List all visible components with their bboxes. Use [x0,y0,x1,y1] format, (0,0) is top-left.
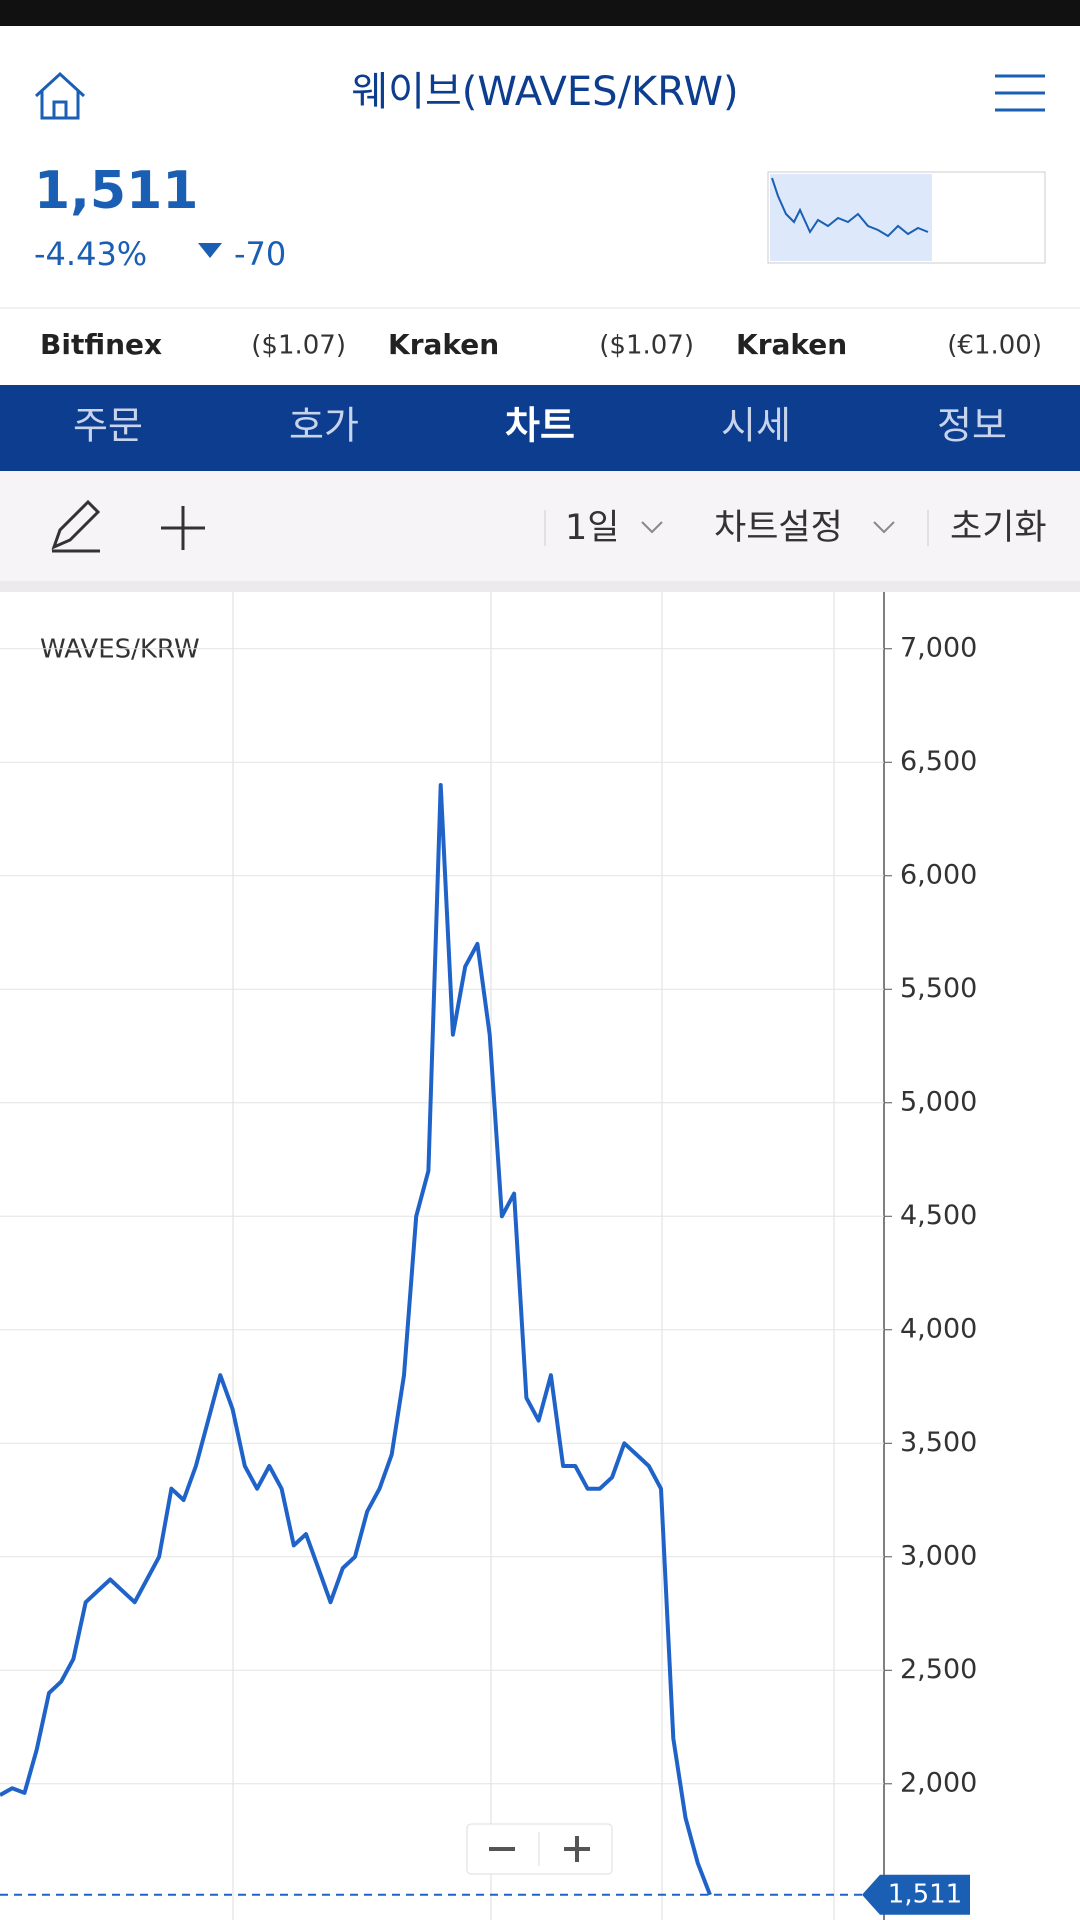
mini-chart-line [771,177,929,238]
tab-bar [0,385,1080,471]
current-price-label: 1,511 [888,1879,962,1909]
down-arrow [198,243,222,258]
tab[interactable]: 정보 [937,404,1007,448]
zoom-in[interactable] [564,1836,590,1862]
y-tick-label: 5,000 [900,1086,977,1117]
y-tick-label: 7,000 [900,632,977,663]
chevron [641,521,663,534]
status-bar [0,0,1080,26]
exchange-name: Bitfinex [40,328,162,361]
y-tick-label: 2,000 [900,1767,977,1798]
zoom-control [466,1823,613,1875]
exchange-name: Kraken [736,328,847,361]
page-title: 웨이브(WAVES/KRW) [351,69,738,115]
exchange-price: (€1.00) [947,331,1042,361]
y-tick-label: 3,000 [900,1540,977,1571]
y-tick-label: 3,500 [900,1427,977,1458]
change-pct: -4.43% [34,235,147,273]
tab[interactable]: 시세 [721,404,791,448]
mini-chart-area [770,174,932,261]
y-tick-label: 6,000 [900,859,977,890]
y-tick-label: 2,500 [900,1654,977,1685]
tab[interactable]: 주문 [73,404,143,448]
exchange-price: ($1.07) [251,331,346,361]
chart-title: WAVES/KRW [40,635,200,665]
chart-settings[interactable]: 차트설정 [714,508,843,548]
exchange-price: ($1.07) [599,331,694,361]
exchange-name: Kraken [388,328,499,361]
y-tick-label: 4,500 [900,1200,977,1231]
add-icon[interactable] [161,506,205,550]
chart: WAVES/KRW 2,000 2,500 3,000 3,500 4,000 4,500… [0,592,977,1920]
reset[interactable]: 초기화 [950,508,1047,548]
chevron [873,521,895,534]
draw-icon[interactable] [51,499,101,553]
current-price-tag [862,1874,970,1915]
tab[interactable]: 호가 [289,404,359,448]
toolbar [0,471,1080,581]
y-tick-label: 5,500 [900,973,977,1004]
price: 1,511 [34,161,198,221]
y-tick-label: 6,500 [900,746,977,777]
y-tick-label: 4,000 [900,1313,977,1344]
interval[interactable]: 1일 [565,508,619,548]
menu-icon[interactable] [995,74,1045,112]
home-icon[interactable] [34,71,86,120]
strip [0,581,1080,592]
price-line [0,783,712,1896]
tab[interactable]: 차트 [505,404,575,448]
change: -70 [234,235,286,273]
